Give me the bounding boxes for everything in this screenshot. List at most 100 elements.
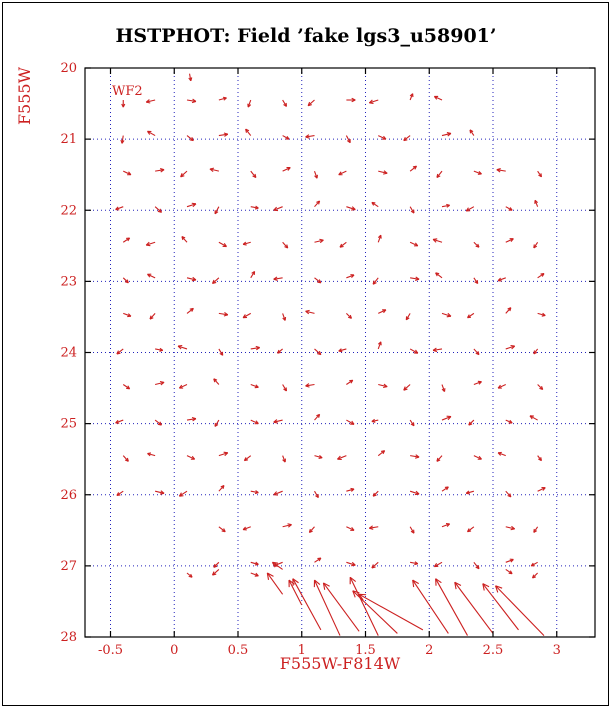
- vector-shaft: [369, 99, 379, 104]
- x-tick-label: 2.5: [483, 643, 504, 658]
- vector-arrowhead: [146, 101, 151, 104]
- vector-shaft: [181, 236, 188, 243]
- vector-arrow: [242, 312, 252, 319]
- vector-shaft: [218, 97, 227, 101]
- vector-arrowhead: [369, 527, 374, 530]
- vector-arrow: [211, 277, 220, 285]
- vector-shaft: [116, 490, 124, 496]
- vector-arrow: [345, 312, 352, 319]
- vector-shaft: [282, 524, 292, 528]
- vector-arrow: [218, 312, 229, 317]
- vector-arrowhead: [267, 572, 274, 577]
- vector-arrow: [178, 490, 188, 497]
- vector-arrow: [282, 523, 292, 528]
- vector-shaft: [250, 383, 259, 388]
- vector-arrow: [313, 579, 341, 636]
- vector-arrow: [307, 99, 315, 107]
- vector-arrow: [432, 238, 443, 243]
- vector-arrow: [378, 383, 388, 389]
- vector-arrow: [314, 557, 322, 563]
- vector-shaft: [292, 578, 322, 631]
- vector-arrowhead: [477, 243, 480, 248]
- vector-arrow: [505, 558, 514, 563]
- vector-shaft: [314, 348, 322, 356]
- vector-arrowhead: [383, 383, 388, 388]
- vector-arrow: [534, 199, 539, 207]
- vector-arrowhead: [349, 314, 352, 319]
- vector-arrowhead: [380, 450, 385, 452]
- vector-arrowhead: [319, 238, 324, 241]
- vector-shaft: [122, 237, 130, 243]
- vector-shaft: [505, 238, 514, 243]
- x-axis-label: F555W-F814W: [280, 654, 401, 673]
- gridlines-layer: [85, 67, 595, 638]
- vector-arrowhead: [533, 530, 538, 533]
- vector-arrow: [349, 576, 379, 636]
- vector-arrowhead: [454, 582, 457, 590]
- vector-arrowhead: [191, 202, 197, 205]
- vector-shaft: [322, 582, 360, 632]
- vector-arrow: [352, 590, 398, 634]
- vector-arrow: [250, 419, 259, 425]
- vector-arrowhead: [191, 137, 194, 141]
- vector-shaft: [186, 455, 195, 460]
- vector-arrowhead: [338, 350, 343, 353]
- vector-arrow: [377, 234, 382, 243]
- vector-arrowhead: [433, 96, 438, 100]
- vector-arrowhead: [415, 276, 420, 280]
- vector-arrowhead: [159, 168, 165, 171]
- vector-arrowhead: [126, 279, 129, 283]
- x-tick-label: 0.5: [228, 643, 249, 658]
- vector-arrow: [465, 490, 475, 495]
- vector-shaft: [122, 384, 130, 390]
- vector-arrowhead: [409, 93, 414, 97]
- vector-arrowhead: [277, 351, 282, 354]
- vector-arrowhead: [495, 585, 499, 593]
- vector-arrowhead: [305, 136, 310, 139]
- vector-arrow: [314, 490, 319, 499]
- vector-arrow: [305, 134, 315, 139]
- vector-shaft: [242, 241, 251, 245]
- vector-arrow: [154, 419, 162, 426]
- vector-arrowhead: [477, 565, 480, 569]
- vector-arrowhead: [314, 579, 321, 585]
- vector-shaft: [250, 572, 259, 577]
- vector-arrow: [505, 525, 516, 531]
- vector-shaft: [358, 593, 424, 631]
- vector-arrow: [154, 490, 165, 495]
- vector-arrowhead: [403, 388, 408, 391]
- vector-shaft: [409, 348, 419, 354]
- vector-arrow: [305, 383, 315, 388]
- vector-arrow: [218, 484, 225, 492]
- vector-arrowhead: [510, 344, 515, 347]
- vector-arrowhead: [159, 208, 163, 213]
- vector-arrow: [497, 451, 506, 457]
- vector-arrow: [250, 490, 259, 495]
- vector-arrow: [537, 273, 545, 279]
- vector-arrowhead: [213, 378, 216, 383]
- vector-arrowhead: [511, 525, 516, 530]
- vector-arrow: [346, 379, 354, 385]
- vector-arrowhead: [220, 484, 225, 488]
- vector-arrow: [410, 276, 420, 281]
- vector-arrow: [409, 206, 415, 214]
- vector-arrowhead: [213, 565, 218, 568]
- vector-arrow: [473, 380, 482, 386]
- vector-arrowhead: [191, 455, 196, 460]
- vector-arrow: [149, 313, 156, 320]
- vector-shaft: [273, 490, 283, 496]
- vector-arrow: [292, 578, 322, 631]
- vector-arrow: [505, 206, 513, 211]
- vector-arrow: [378, 309, 387, 314]
- vector-arrow: [505, 307, 512, 314]
- vector-arrowhead: [447, 416, 452, 421]
- vector-shaft: [314, 239, 324, 243]
- vector-arrow: [496, 168, 506, 173]
- vector-arrow: [277, 348, 283, 354]
- vector-shaft: [349, 577, 379, 636]
- vector-arrowhead: [351, 527, 355, 531]
- vector-shaft: [218, 312, 228, 316]
- vector-arrow: [314, 277, 322, 284]
- vector-arrow: [145, 99, 156, 104]
